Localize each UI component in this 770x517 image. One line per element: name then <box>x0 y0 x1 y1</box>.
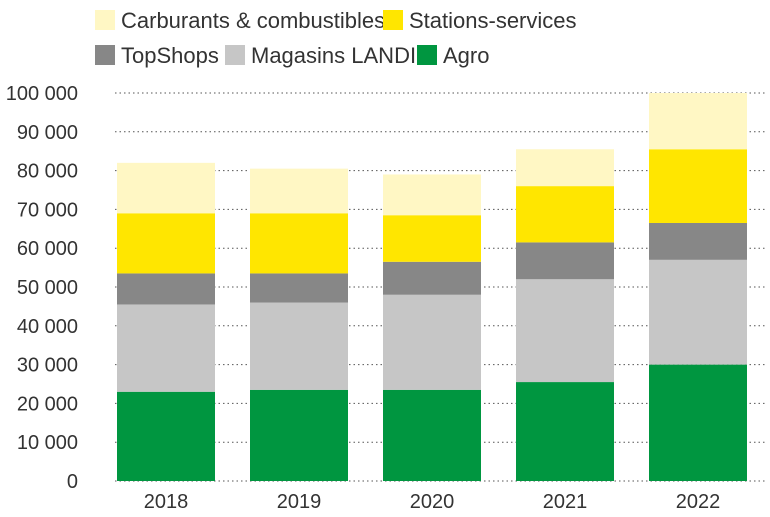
legend-item-topshops: TopShops <box>95 43 219 68</box>
bar-stations-services-2022 <box>649 149 747 223</box>
bar-magasins-landi-2022 <box>649 259 747 365</box>
bar-carburants-and-combustibles-2018 <box>117 162 215 214</box>
bar-stations-services-2021 <box>516 186 614 243</box>
legend-swatch-magasins-landi <box>225 45 245 65</box>
legend-swatch-agro <box>417 45 437 65</box>
bar-carburants-and-combustibles-2019 <box>250 168 348 214</box>
y-tick-label: 30 000 <box>17 355 78 377</box>
legend-label-magasins-landi: Magasins LANDI <box>251 43 416 68</box>
legend-swatch-topshops <box>95 45 115 65</box>
bar-stations-services-2018 <box>117 213 215 274</box>
bar-topshops-2022 <box>649 222 747 260</box>
bar-carburants-and-combustibles-2022 <box>649 93 747 150</box>
y-tick-label: 80 000 <box>17 161 78 183</box>
bar-magasins-landi-2021 <box>516 279 614 383</box>
bar-carburants-and-combustibles-2020 <box>383 174 481 216</box>
y-tick-label: 10 000 <box>17 432 78 454</box>
legend-item-magasins-landi: Magasins LANDI <box>225 43 416 68</box>
bar-topshops-2019 <box>250 273 348 303</box>
bar-stations-services-2019 <box>250 213 348 274</box>
bar-agro-2019 <box>250 389 348 481</box>
y-tick-label: 60 000 <box>17 238 78 260</box>
bar-carburants-and-combustibles-2021 <box>516 149 614 187</box>
y-tick-label: 50 000 <box>17 277 78 299</box>
legend-swatch-carburants-and-combustibles <box>95 10 115 30</box>
bars <box>117 93 747 481</box>
x-tick-label: 2019 <box>277 491 322 513</box>
legend-label-stations-services: Stations-services <box>409 8 577 33</box>
legend-label-agro: Agro <box>443 43 489 68</box>
x-tick-label: 2020 <box>410 491 455 513</box>
y-axis-ticks: 0 10 000 20 000 30 000 40 000 50 000 60 000 70 … <box>6 83 78 493</box>
bar-stations-services-2020 <box>383 215 481 262</box>
x-tick-label: 2018 <box>144 491 189 513</box>
bar-stack-2021 <box>516 149 614 481</box>
bar-stack-2020 <box>383 174 481 481</box>
legend-item-agro: Agro <box>417 43 489 68</box>
y-tick-label: 90 000 <box>17 122 78 144</box>
bar-stack-2022 <box>649 93 747 481</box>
bar-magasins-landi-2020 <box>383 294 481 390</box>
bar-agro-2018 <box>117 391 215 481</box>
y-tick-label: 0 <box>67 471 78 493</box>
y-tick-label: 40 000 <box>17 316 78 338</box>
bar-agro-2022 <box>649 364 747 481</box>
bar-agro-2020 <box>383 389 481 481</box>
x-tick-label: 2022 <box>676 491 721 513</box>
bar-topshops-2018 <box>117 273 215 305</box>
bar-topshops-2021 <box>516 242 614 280</box>
legend-label-topshops: TopShops <box>121 43 219 68</box>
y-tick-label: 20 000 <box>17 393 78 415</box>
bar-stack-2018 <box>117 162 215 481</box>
y-tick-label: 70 000 <box>17 199 78 221</box>
legend-swatch-stations-services <box>383 10 403 30</box>
bar-agro-2021 <box>516 382 614 481</box>
y-tick-label: 100 000 <box>6 83 78 105</box>
x-axis-ticks: 2018 2019 2020 2021 2022 <box>144 491 721 513</box>
legend-item-carburants-and-combustibles: Carburants & combustibles <box>95 8 385 33</box>
bar-magasins-landi-2019 <box>250 302 348 390</box>
legend-label-carburants-and-combustibles: Carburants & combustibles <box>121 8 385 33</box>
bar-magasins-landi-2018 <box>117 304 215 392</box>
x-tick-label: 2021 <box>543 491 588 513</box>
bar-topshops-2020 <box>383 261 481 295</box>
legend: Carburants & combustibles Stations-servic… <box>95 8 577 68</box>
legend-item-stations-services: Stations-services <box>383 8 577 33</box>
bar-stack-2019 <box>250 168 348 481</box>
